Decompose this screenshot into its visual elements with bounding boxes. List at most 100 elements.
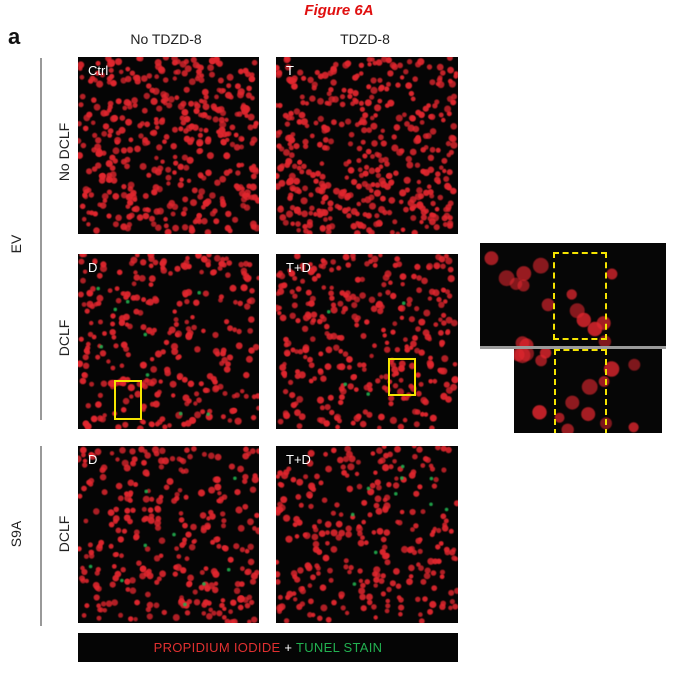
nucleus xyxy=(99,350,107,357)
nucleus xyxy=(295,369,301,375)
nucleus xyxy=(379,374,384,380)
nucleus xyxy=(307,493,313,499)
nucleus xyxy=(90,415,98,423)
nucleus xyxy=(298,502,304,508)
nucleus xyxy=(345,525,352,532)
nucleus xyxy=(317,318,323,325)
nucleus xyxy=(308,300,315,307)
nucleus xyxy=(424,333,432,341)
nucleus xyxy=(330,65,337,73)
nucleus xyxy=(184,298,190,305)
nucleus xyxy=(220,511,226,517)
nucleus xyxy=(342,207,349,214)
nucleus xyxy=(344,610,350,616)
nucleus xyxy=(132,102,138,108)
nucleus xyxy=(435,446,441,451)
zoom-inset-td xyxy=(514,349,662,433)
nucleus xyxy=(344,194,350,201)
nucleus xyxy=(378,254,383,258)
nucleus xyxy=(134,78,141,85)
nucleus xyxy=(372,571,378,577)
nucleus xyxy=(321,285,327,290)
nucleus xyxy=(394,476,399,481)
nucleus xyxy=(90,120,96,126)
nucleus xyxy=(296,478,304,486)
nucleus xyxy=(191,324,197,331)
nucleus xyxy=(341,309,346,315)
nucleus xyxy=(286,590,294,598)
nucleus xyxy=(316,396,325,404)
nucleus xyxy=(293,515,300,523)
nucleus xyxy=(330,332,338,340)
nucleus xyxy=(121,528,128,534)
nucleus xyxy=(138,275,146,282)
nucleus xyxy=(110,321,116,327)
nucleus xyxy=(418,193,425,199)
nucleus xyxy=(128,616,134,622)
highlight-box-td xyxy=(388,358,416,396)
nucleus xyxy=(413,523,419,529)
nucleus xyxy=(123,313,130,321)
nucleus xyxy=(335,520,343,528)
nucleus xyxy=(201,204,206,210)
nucleus xyxy=(292,522,298,528)
micrograph-d-s9a: D xyxy=(78,446,259,623)
nucleus xyxy=(412,453,418,460)
nucleus xyxy=(532,257,549,274)
nucleus xyxy=(161,457,170,465)
nucleus xyxy=(154,155,159,161)
nucleus xyxy=(295,286,302,292)
nucleus xyxy=(100,72,105,78)
nucleus xyxy=(306,230,313,234)
nucleus xyxy=(321,71,329,79)
nucleus xyxy=(209,192,216,199)
nucleus xyxy=(247,113,255,121)
nucleus xyxy=(199,512,207,519)
nucleus xyxy=(359,106,365,112)
nucleus xyxy=(422,456,429,462)
nucleus xyxy=(429,425,435,429)
nucleus xyxy=(133,294,141,301)
nucleus xyxy=(378,177,386,185)
nucleus xyxy=(448,605,453,611)
nucleus xyxy=(426,184,432,189)
nucleus xyxy=(340,464,346,470)
nucleus xyxy=(109,581,116,588)
nucleus xyxy=(118,612,124,618)
nucleus xyxy=(425,132,432,139)
nucleus xyxy=(338,591,345,598)
nucleus xyxy=(214,179,221,186)
nucleus xyxy=(290,186,295,192)
nucleus xyxy=(276,70,283,79)
column-label-no-tdzd8: No TDZD-8 xyxy=(130,31,202,47)
nucleus xyxy=(215,106,222,114)
nucleus xyxy=(128,490,134,496)
nucleus xyxy=(398,611,403,617)
nucleus xyxy=(289,205,296,211)
nucleus xyxy=(170,343,179,351)
nucleus xyxy=(251,59,258,66)
nucleus xyxy=(142,212,150,220)
nucleus xyxy=(134,599,140,606)
nucleus xyxy=(212,385,220,393)
nucleus xyxy=(292,163,298,169)
nucleus xyxy=(300,266,306,272)
nucleus xyxy=(361,362,367,368)
panel-label-t: T xyxy=(286,63,294,78)
nucleus xyxy=(365,212,372,219)
nucleus xyxy=(238,68,244,75)
nucleus xyxy=(186,598,193,605)
nucleus xyxy=(276,579,281,585)
nucleus xyxy=(216,610,223,617)
nucleus xyxy=(159,260,166,267)
nucleus xyxy=(172,76,177,81)
nucleus xyxy=(177,163,184,170)
nucleus xyxy=(339,94,346,100)
nucleus xyxy=(97,607,103,613)
nucleus xyxy=(420,214,427,221)
nucleus xyxy=(162,424,168,429)
nucleus xyxy=(219,121,227,129)
micrograph-ctrl: Ctrl xyxy=(78,57,259,234)
nucleus xyxy=(283,336,289,343)
nucleus xyxy=(214,483,222,491)
